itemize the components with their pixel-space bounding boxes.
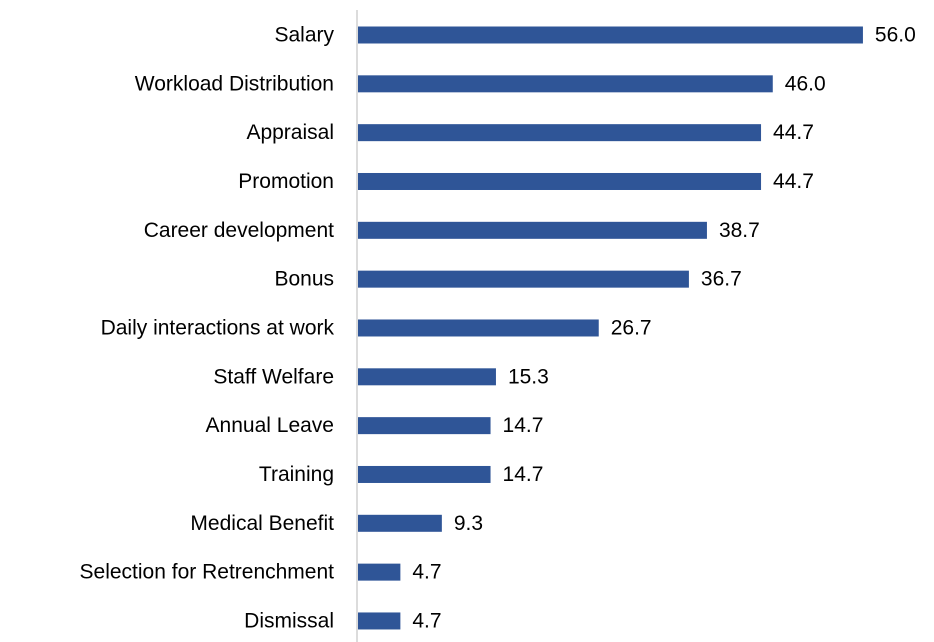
bar (358, 465, 491, 483)
bar (358, 319, 599, 337)
value-label: 46.0 (785, 72, 826, 95)
category-label: Salary (274, 24, 334, 47)
value-label: 36.7 (701, 268, 742, 291)
value-label: 26.7 (611, 317, 652, 340)
bar (358, 514, 442, 532)
category-label: Selection for Retrenchment (80, 561, 335, 584)
bar (358, 368, 496, 386)
bar (358, 221, 707, 239)
category-label: Staff Welfare (213, 365, 334, 388)
value-label: 56.0 (875, 24, 916, 47)
category-label: Promotion (238, 170, 334, 193)
bar (358, 26, 863, 44)
category-label: Training (259, 463, 334, 486)
category-label: Annual Leave (206, 414, 334, 437)
bar (358, 75, 773, 93)
value-label: 44.7 (773, 170, 814, 193)
category-label: Appraisal (246, 121, 334, 144)
value-label: 14.7 (503, 414, 544, 437)
bar (358, 612, 401, 630)
value-label: 44.7 (773, 121, 814, 144)
bar (358, 270, 689, 288)
bar (358, 563, 401, 581)
bar (358, 417, 491, 435)
category-label: Daily interactions at work (101, 317, 335, 340)
value-label: 9.3 (454, 512, 483, 535)
bar (358, 172, 762, 190)
value-label: 38.7 (719, 219, 760, 242)
category-label: Dismissal (244, 610, 334, 633)
category-label: Workload Distribution (135, 72, 334, 95)
category-label: Medical Benefit (190, 512, 334, 535)
category-label: Bonus (274, 268, 334, 291)
value-label: 14.7 (503, 463, 544, 486)
value-label: 4.7 (412, 610, 441, 633)
value-label: 15.3 (508, 365, 549, 388)
bar (358, 124, 762, 142)
category-label: Career development (144, 219, 334, 242)
value-label: 4.7 (412, 561, 441, 584)
